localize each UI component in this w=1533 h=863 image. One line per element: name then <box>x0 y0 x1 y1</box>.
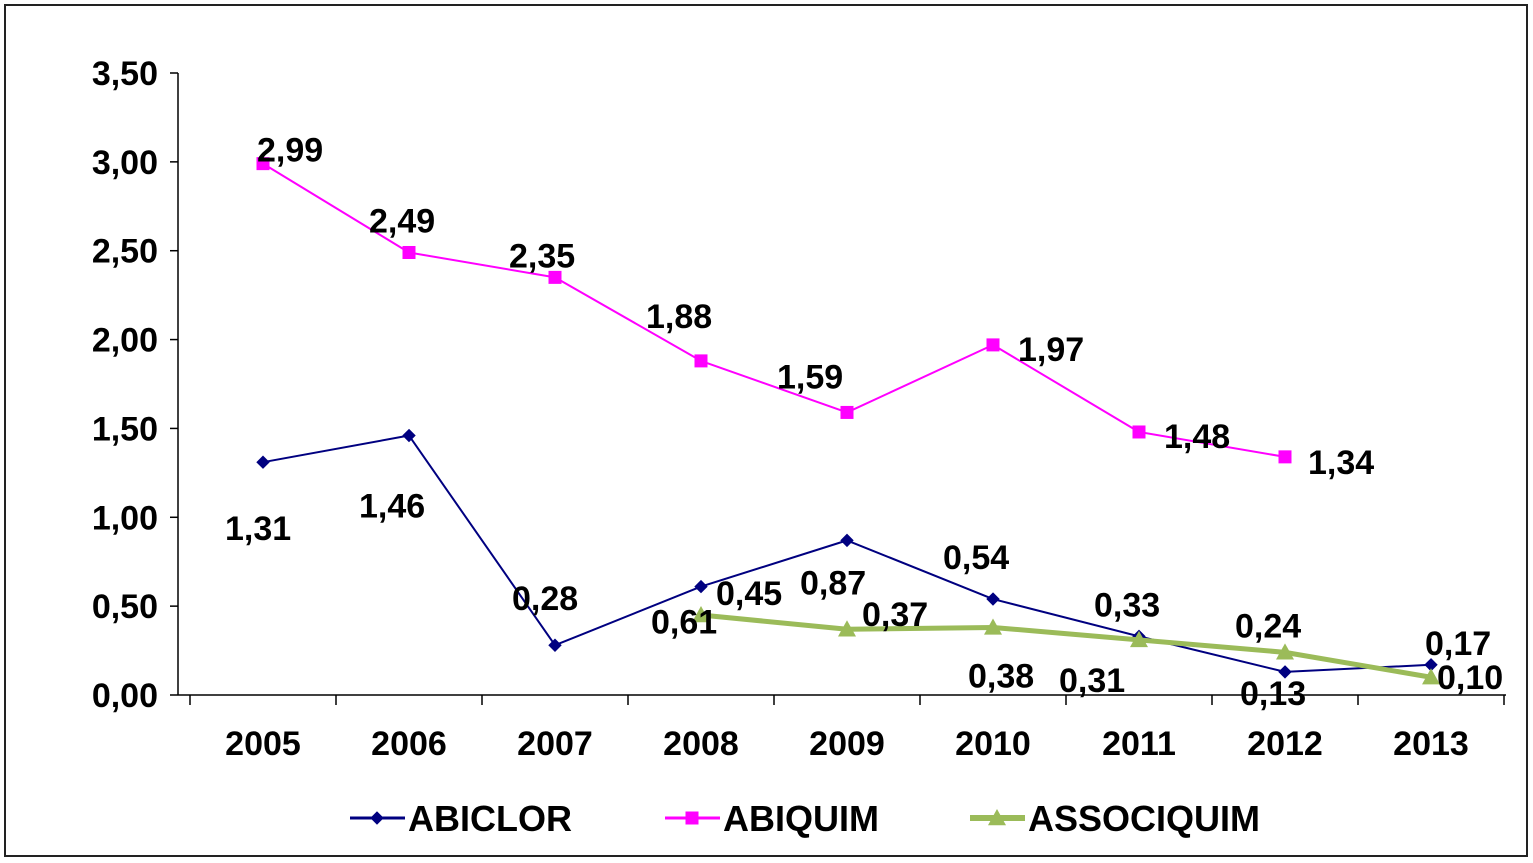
x-tick-label: 2005 <box>225 725 301 763</box>
data-label-associquim: 0,10 <box>1437 659 1503 697</box>
data-label-abiquim: 1,97 <box>1018 331 1084 369</box>
data-point-abiquim <box>1278 450 1292 464</box>
data-label-associquim: 0,31 <box>1059 662 1125 700</box>
y-tick-label: 3,50 <box>92 55 158 93</box>
data-point-abiquim <box>694 354 708 368</box>
data-label-associquim: 0,37 <box>862 596 928 634</box>
data-label-abiclor: 0,87 <box>800 564 866 602</box>
data-point-abiclor <box>548 638 562 652</box>
x-tick-label: 2013 <box>1393 725 1469 763</box>
data-label-abiclor: 0,28 <box>512 580 578 618</box>
data-point-abiquim <box>1132 425 1146 439</box>
legend-marker-abiquim <box>685 811 699 825</box>
y-tick-label: 1,00 <box>92 499 158 537</box>
series-line-associquim <box>700 612 1432 680</box>
data-point-abiclor <box>402 428 416 443</box>
data-point-associquim <box>1130 630 1148 648</box>
data-point-associquim <box>838 620 856 637</box>
data-label-abiquim: 2,99 <box>257 132 323 170</box>
data-point-abiquim <box>840 405 854 419</box>
y-tick-label: 3,00 <box>92 144 158 182</box>
data-point-associquim <box>692 606 710 623</box>
data-label-associquim: 0,24 <box>1235 607 1301 645</box>
data-point-abiclor <box>694 579 708 594</box>
legend-marker-abiclor <box>370 811 384 825</box>
data-label-abiclor: 0,54 <box>943 539 1009 577</box>
x-tick-label: 2007 <box>517 725 593 763</box>
data-label-abiclor: 0,13 <box>1240 675 1306 713</box>
data-label-abiclor: 0,61 <box>651 604 717 642</box>
chart-frame <box>4 4 1528 857</box>
data-label-abiquim: 2,35 <box>509 237 575 275</box>
data-label-abiquim: 1,59 <box>777 358 843 396</box>
legend-label-associquim: ASSOCIQUIM <box>1028 798 1260 839</box>
data-point-abiquim <box>986 338 1000 352</box>
y-tick-label: 2,00 <box>92 322 158 360</box>
data-point-abiquim <box>402 245 416 259</box>
data-point-abiclor <box>1278 665 1292 679</box>
data-label-associquim: 0,38 <box>968 657 1034 695</box>
x-tick-label: 2011 <box>1102 725 1176 763</box>
legend-label-abiquim: ABIQUIM <box>723 798 879 839</box>
data-point-abiclor <box>256 455 270 469</box>
data-point-abiquim <box>256 157 270 171</box>
data-point-abiquim <box>548 270 562 284</box>
data-label-abiquim: 2,49 <box>369 202 435 240</box>
y-tick-label: 0,50 <box>92 588 158 626</box>
x-tick-label: 2012 <box>1247 725 1323 763</box>
x-tick-label: 2009 <box>809 725 885 763</box>
data-point-associquim <box>984 618 1002 635</box>
x-tick-label: 2008 <box>663 725 739 763</box>
data-label-abiquim: 1,48 <box>1164 418 1230 456</box>
data-point-associquim <box>1422 668 1440 685</box>
data-label-abiclor: 1,31 <box>225 510 291 548</box>
data-label-abiclor: 0,17 <box>1425 625 1491 663</box>
x-tick-label: 2006 <box>371 725 447 763</box>
y-tick-label: 1,50 <box>92 410 158 448</box>
data-label-abiquim: 1,88 <box>646 298 712 336</box>
data-point-associquim <box>1276 643 1294 660</box>
series-line-abiquim <box>262 162 1286 458</box>
data-label-abiclor: 0,33 <box>1094 586 1160 624</box>
y-tick-label: 0,00 <box>92 677 158 715</box>
data-label-abiclor: 1,46 <box>359 488 425 526</box>
data-point-abiclor <box>986 592 1000 606</box>
data-label-abiquim: 1,34 <box>1308 444 1374 482</box>
x-tick-label: 2010 <box>955 725 1031 763</box>
legend-label-abiclor: ABICLOR <box>408 798 572 839</box>
legend-marker-associquim <box>988 809 1006 826</box>
y-tick-label: 2,50 <box>92 233 158 271</box>
data-label-associquim: 0,45 <box>716 575 782 613</box>
data-point-abiclor <box>840 533 854 548</box>
